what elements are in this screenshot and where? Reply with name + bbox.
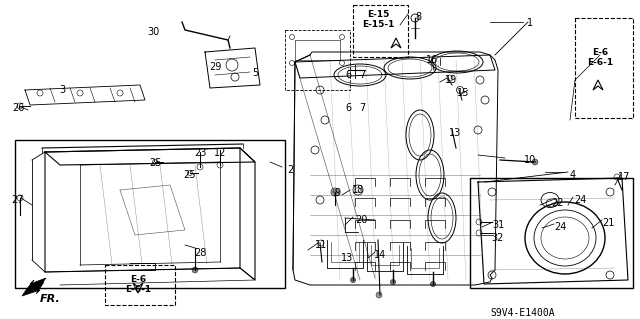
- Text: 3: 3: [59, 85, 65, 95]
- Bar: [105, 265, 175, 305]
- Text: 19: 19: [445, 75, 457, 85]
- Text: E-6
E-6-1: E-6 E-6-1: [125, 275, 151, 294]
- Bar: [470, 178, 633, 288]
- Text: 26: 26: [12, 103, 24, 113]
- Circle shape: [351, 278, 355, 283]
- Text: 1: 1: [527, 18, 533, 28]
- Text: 4: 4: [570, 170, 576, 180]
- Text: 24: 24: [554, 222, 566, 232]
- Bar: [15, 140, 285, 288]
- Text: 12: 12: [214, 148, 226, 158]
- Text: 15: 15: [457, 88, 469, 98]
- Bar: [353, 5, 408, 57]
- Circle shape: [532, 159, 538, 165]
- Circle shape: [431, 281, 435, 286]
- Text: 13: 13: [449, 128, 461, 138]
- Text: 21: 21: [602, 218, 614, 228]
- Bar: [575, 18, 633, 118]
- Text: 9: 9: [334, 188, 340, 198]
- Text: E-15
E-15-1: E-15 E-15-1: [362, 10, 394, 29]
- Text: 14: 14: [374, 250, 386, 260]
- Circle shape: [390, 279, 396, 285]
- Circle shape: [376, 292, 382, 298]
- Text: 5: 5: [252, 68, 258, 78]
- Text: 31: 31: [492, 220, 504, 230]
- Text: 7: 7: [359, 70, 365, 80]
- Text: E-6
E-6-1: E-6 E-6-1: [587, 48, 613, 67]
- Circle shape: [192, 267, 198, 273]
- Circle shape: [333, 189, 337, 195]
- Text: 6: 6: [345, 103, 351, 113]
- Text: 18: 18: [352, 185, 364, 195]
- Text: 8: 8: [415, 12, 421, 22]
- Text: 27: 27: [12, 195, 24, 205]
- Text: 30: 30: [147, 27, 159, 37]
- Text: 13: 13: [341, 253, 353, 263]
- Text: 17: 17: [618, 172, 630, 182]
- Text: 10: 10: [524, 155, 536, 165]
- Text: 22: 22: [552, 198, 564, 208]
- Text: 25: 25: [184, 170, 196, 180]
- Text: 20: 20: [355, 215, 367, 225]
- Text: 25: 25: [148, 158, 161, 168]
- Text: FR.: FR.: [40, 294, 61, 304]
- Text: 29: 29: [209, 62, 221, 72]
- Text: 28: 28: [194, 248, 206, 258]
- Text: 7: 7: [359, 103, 365, 113]
- Text: 11: 11: [315, 240, 327, 250]
- Text: 6: 6: [345, 70, 351, 80]
- Text: 23: 23: [194, 148, 206, 158]
- Text: 16: 16: [426, 55, 438, 65]
- Bar: [285, 30, 350, 90]
- Polygon shape: [22, 278, 46, 296]
- Text: 2: 2: [287, 165, 293, 175]
- Text: S9V4-E1400A: S9V4-E1400A: [490, 308, 555, 318]
- Text: 24: 24: [574, 195, 586, 205]
- Text: 32: 32: [492, 233, 504, 243]
